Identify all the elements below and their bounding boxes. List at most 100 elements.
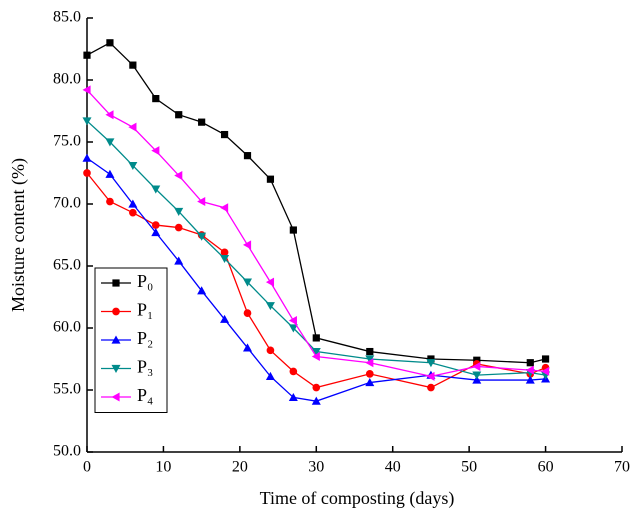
data-point bbox=[366, 347, 374, 356]
data-point bbox=[128, 199, 138, 208]
data-point bbox=[83, 51, 91, 59]
series-line bbox=[86, 157, 546, 402]
x-tick-label: 20 bbox=[232, 459, 248, 476]
data-point bbox=[266, 175, 275, 183]
data-point bbox=[197, 232, 207, 241]
x-tick-label: 60 bbox=[538, 459, 554, 476]
data-point bbox=[311, 347, 321, 357]
y-tick-label: 60.0 bbox=[53, 319, 81, 336]
data-point bbox=[220, 248, 229, 257]
legend-label: P₄ bbox=[137, 385, 153, 405]
x-tick-label: 0 bbox=[83, 459, 91, 476]
data-point bbox=[105, 110, 114, 120]
data-point bbox=[243, 152, 252, 160]
data-point bbox=[288, 392, 298, 402]
legend-marker bbox=[111, 392, 120, 402]
legend-label: P₁ bbox=[137, 300, 153, 320]
x-tick-label: 10 bbox=[155, 459, 171, 476]
data-point bbox=[128, 122, 137, 132]
data-point bbox=[220, 254, 230, 264]
data-point bbox=[82, 153, 92, 162]
data-point bbox=[152, 95, 160, 103]
data-point bbox=[175, 111, 183, 119]
data-point bbox=[220, 130, 229, 139]
series-line bbox=[86, 120, 546, 376]
x-tick-label: 30 bbox=[308, 459, 324, 476]
legend-marker bbox=[112, 279, 120, 287]
legend-marker bbox=[111, 335, 121, 344]
data-point bbox=[311, 396, 321, 405]
data-point bbox=[151, 146, 160, 156]
data-point bbox=[365, 358, 374, 368]
data-point bbox=[106, 197, 114, 206]
series-line bbox=[86, 42, 546, 364]
data-point bbox=[266, 346, 275, 355]
series-line bbox=[86, 89, 546, 378]
data-point bbox=[525, 375, 535, 384]
y-axis-label: Moisture content (%) bbox=[8, 158, 29, 312]
data-point bbox=[243, 240, 252, 250]
data-point bbox=[243, 343, 252, 352]
data-point bbox=[197, 197, 206, 207]
data-point bbox=[472, 375, 482, 384]
data-point bbox=[174, 170, 183, 180]
data-point bbox=[289, 367, 298, 376]
data-point bbox=[151, 185, 161, 194]
x-tick-label: 70 bbox=[614, 459, 630, 476]
data-point bbox=[427, 383, 435, 392]
legend-marker bbox=[112, 307, 120, 316]
y-tick-label: 85.0 bbox=[53, 9, 81, 26]
data-point bbox=[312, 383, 321, 392]
data-point bbox=[198, 118, 206, 126]
data-point bbox=[151, 221, 160, 229]
data-point bbox=[311, 352, 320, 362]
data-point bbox=[83, 169, 91, 177]
x-tick-label: 40 bbox=[385, 459, 401, 476]
data-point bbox=[129, 208, 137, 217]
data-point bbox=[426, 359, 436, 368]
data-point bbox=[365, 370, 374, 378]
data-point bbox=[197, 286, 207, 295]
data-point bbox=[312, 334, 320, 342]
data-point bbox=[174, 207, 184, 216]
y-tick-label: 70.0 bbox=[53, 195, 81, 212]
data-point bbox=[105, 138, 115, 147]
data-point bbox=[541, 366, 550, 376]
data-point bbox=[129, 61, 137, 69]
y-tick-label: 75.0 bbox=[53, 133, 81, 150]
x-tick-label: 50 bbox=[461, 459, 477, 476]
data-point bbox=[526, 359, 534, 367]
data-point bbox=[365, 355, 375, 364]
legend-label: P₃ bbox=[137, 357, 153, 377]
data-point bbox=[220, 314, 230, 323]
data-point bbox=[105, 169, 115, 178]
data-point bbox=[427, 355, 435, 363]
data-point bbox=[82, 85, 91, 95]
data-point bbox=[106, 39, 114, 47]
data-point bbox=[220, 203, 229, 213]
data-point bbox=[243, 309, 252, 317]
legend-label: P₀ bbox=[137, 271, 153, 291]
data-point bbox=[151, 228, 161, 237]
data-point bbox=[472, 361, 481, 371]
data-point bbox=[365, 378, 375, 387]
data-point bbox=[288, 324, 298, 333]
data-point bbox=[265, 277, 275, 287]
y-tick-label: 50.0 bbox=[53, 443, 81, 460]
data-point bbox=[243, 278, 252, 287]
y-tick-label: 55.0 bbox=[53, 381, 81, 398]
data-point bbox=[265, 302, 275, 311]
data-point bbox=[82, 117, 92, 126]
legend-marker bbox=[111, 364, 121, 373]
data-point bbox=[174, 256, 184, 265]
y-tick-label: 80.0 bbox=[53, 71, 81, 88]
data-point bbox=[525, 365, 534, 375]
data-point bbox=[174, 223, 183, 232]
data-point bbox=[265, 371, 275, 380]
x-axis-label: Time of composting (days) bbox=[260, 488, 455, 509]
data-point bbox=[426, 371, 435, 381]
data-point bbox=[289, 226, 297, 234]
data-point bbox=[472, 371, 482, 380]
data-point bbox=[288, 316, 297, 326]
